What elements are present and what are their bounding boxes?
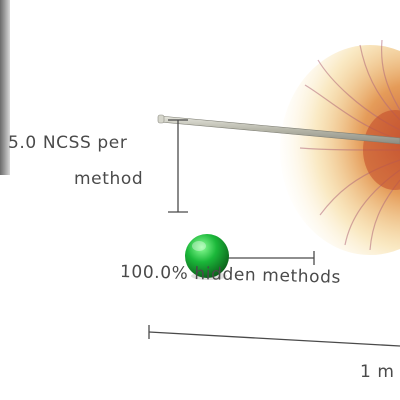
length-scale-bar — [148, 325, 400, 347]
method-stem[interactable] — [157, 114, 400, 145]
ncss-label-line1: 5.0 NCSS per — [8, 133, 128, 153]
method-blob[interactable] — [280, 39, 400, 255]
ncss-label-line2: method — [74, 169, 144, 189]
left-edge-strip — [0, 0, 10, 175]
length-label: 1 m — [360, 362, 395, 382]
green-sphere-icon[interactable] — [185, 234, 229, 280]
green-sphere-body — [185, 234, 229, 278]
green-sphere-highlight — [192, 241, 206, 251]
ncss-scale-bar — [168, 119, 188, 213]
method-blob-core — [363, 110, 400, 190]
method-stem-cap — [157, 114, 165, 124]
